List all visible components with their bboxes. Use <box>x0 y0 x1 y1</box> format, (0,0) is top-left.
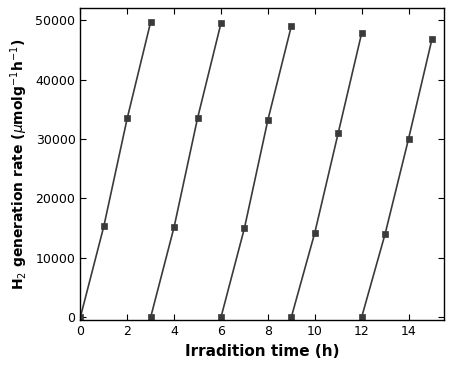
Y-axis label: H$_2$ generation rate ($\mu$molg$^{-1}$h$^{-1}$): H$_2$ generation rate ($\mu$molg$^{-1}$h… <box>8 39 30 290</box>
X-axis label: Irradition time (h): Irradition time (h) <box>184 344 339 359</box>
